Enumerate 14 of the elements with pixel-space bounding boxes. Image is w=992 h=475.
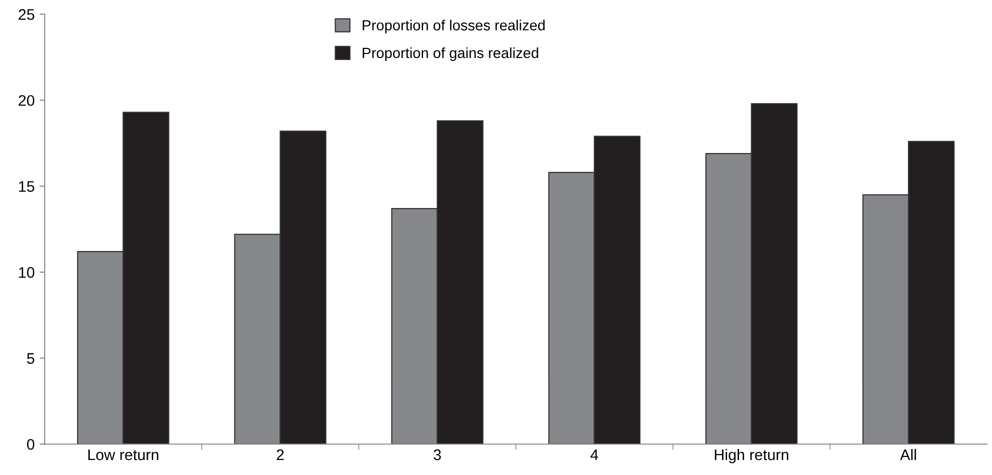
legend-label: Proportion of losses realized bbox=[362, 20, 545, 34]
y-tick-label: 5 bbox=[27, 353, 34, 364]
y-tick-label: 20 bbox=[18, 95, 34, 106]
x-tick-label: 2 bbox=[276, 449, 284, 460]
x-tick-label: 4 bbox=[590, 450, 598, 460]
legend-label: Proportion of gains realized bbox=[362, 47, 538, 61]
y-tick-label: 10 bbox=[19, 267, 34, 278]
x-tick-label: Low return bbox=[88, 450, 158, 460]
y-tick-label: 15 bbox=[19, 181, 34, 192]
y-tick-label: 25 bbox=[18, 9, 34, 20]
y-tick-label: 0 bbox=[27, 438, 34, 450]
x-tick-label: All bbox=[900, 448, 916, 460]
x-tick-label: 3 bbox=[434, 449, 441, 460]
x-tick-label: High return bbox=[714, 448, 788, 464]
